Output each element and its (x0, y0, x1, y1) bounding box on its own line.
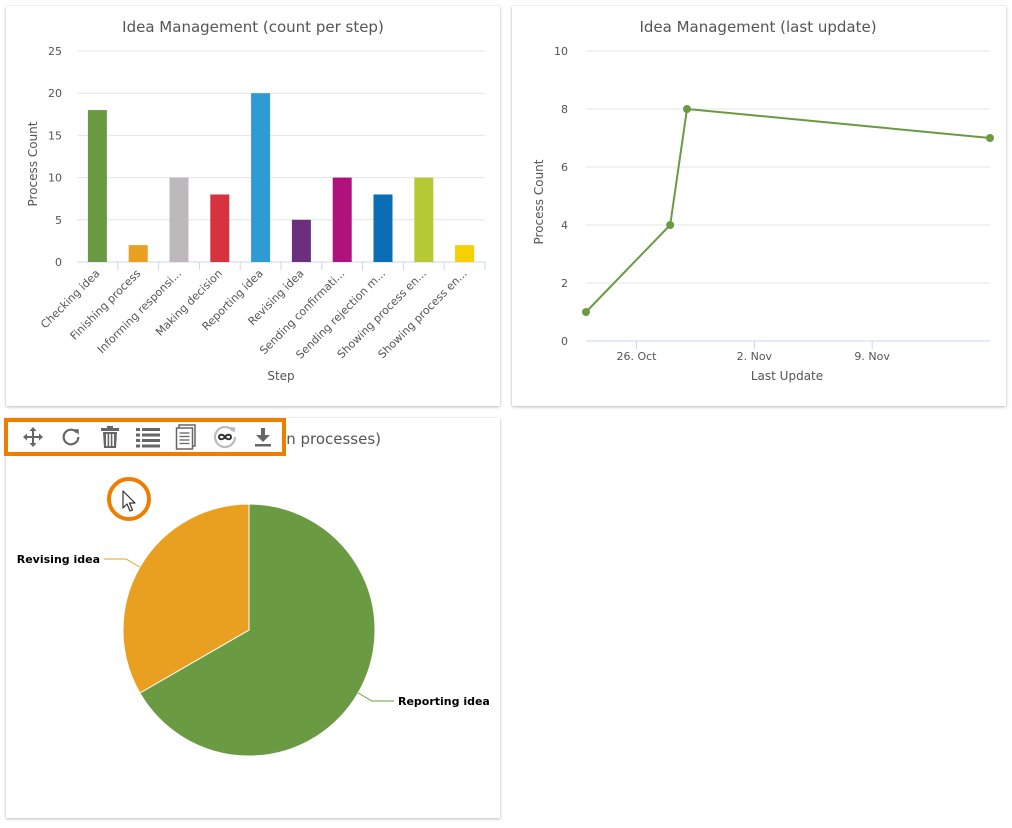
bar-x-tick-label: Finishing process (68, 267, 144, 343)
bar-1 (128, 245, 148, 262)
bar-y-tick-label: 15 (48, 129, 62, 142)
line-x-tick-label: 26. Oct (616, 350, 657, 363)
infinite-refresh-button[interactable] (205, 422, 243, 452)
bar-chart-title: Idea Management (count per step) (122, 18, 384, 36)
line-y-tick-label: 8 (561, 103, 568, 116)
bar-3 (210, 194, 230, 262)
bar-2 (169, 177, 189, 262)
bar-chart: Idea Management (count per step) Step Pr… (26, 18, 486, 383)
delete-button[interactable] (91, 422, 129, 452)
bar-8 (414, 177, 434, 262)
document-button[interactable] (167, 422, 205, 452)
line-chart-panel: Idea Management (last update) Last Updat… (512, 6, 1006, 406)
pie-slice-0 (139, 503, 376, 757)
bar-6 (332, 177, 352, 262)
bar-0 (87, 110, 107, 262)
bar-y-tick-label: 20 (48, 87, 62, 100)
widget-toolbar (4, 418, 286, 456)
document-icon (176, 424, 197, 450)
line-x-tick-label: 9. Nov (854, 350, 890, 363)
refresh-button[interactable] (52, 422, 90, 452)
line-chart: Idea Management (last update) Last Updat… (532, 18, 994, 383)
line-point (666, 221, 675, 229)
pie-chart-panel: n processes) Reporting idea Revising idea (6, 418, 500, 818)
pie-connector-0 (357, 692, 394, 702)
pie-chart-title: n processes) (286, 430, 381, 448)
trash-icon (100, 426, 119, 448)
cursor-highlight-ring (107, 477, 151, 521)
line-y-tick-label: 6 (561, 161, 568, 174)
line-series (585, 107, 991, 313)
bar-y-axis-label: Process Count (26, 121, 40, 206)
pie-data-label: Reporting idea (398, 695, 490, 708)
list-icon (135, 428, 160, 448)
bar-x-axis-label: Step (267, 369, 294, 383)
pie-slice-1 (122, 503, 250, 694)
bar-9 (455, 245, 475, 262)
bar-y-tick-label: 5 (55, 214, 62, 227)
mouse-pointer-icon (122, 490, 136, 512)
line-chart-title: Idea Management (last update) (639, 18, 876, 36)
line-y-axis-label: Process Count (532, 159, 546, 244)
download-icon (254, 428, 271, 447)
pie-connector-1 (104, 558, 141, 568)
bar-y-tick-label: 25 (48, 45, 62, 58)
line-x-axis-label: Last Update (751, 369, 823, 383)
pie-chart: n processes) Reporting idea Revising idea (17, 430, 490, 757)
line-point (986, 134, 994, 142)
line-x-tick-label: 2. Nov (737, 350, 773, 363)
line-point (683, 105, 691, 113)
move-arrows-icon (23, 427, 44, 447)
line-point (582, 308, 590, 316)
line-y-tick-label: 0 (561, 335, 568, 348)
bar-y-tick-label: 10 (48, 172, 62, 185)
bar-5 (291, 219, 311, 262)
bar-chart-panel: Idea Management (count per step) Step Pr… (6, 6, 500, 406)
bar-7 (373, 194, 393, 262)
refresh-icon (63, 428, 80, 446)
list-button[interactable] (129, 422, 167, 452)
bar-y-tick-label: 0 (55, 256, 62, 269)
download-button[interactable] (244, 422, 282, 452)
line-y-tick-label: 2 (561, 277, 568, 290)
pie-data-label: Revising idea (17, 553, 100, 566)
move-button[interactable] (14, 422, 52, 452)
line-y-tick-label: 4 (561, 219, 568, 232)
bar-4 (251, 93, 271, 262)
infinity-icon (213, 425, 236, 449)
line-y-tick-label: 10 (554, 45, 568, 58)
